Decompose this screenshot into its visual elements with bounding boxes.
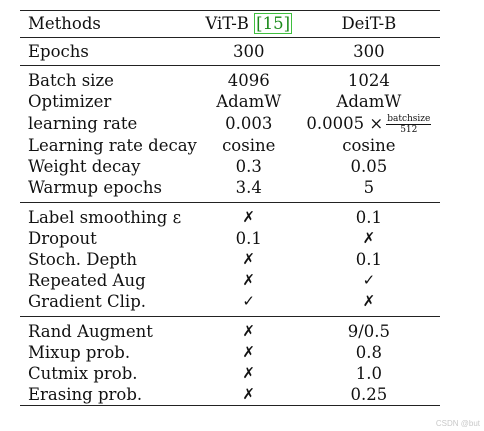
- deit-value: 0.1: [355, 250, 382, 269]
- lr-denominator: 512: [400, 124, 418, 135]
- vit-value: ✗: [242, 343, 255, 361]
- table-row: Stoch. Depth ✗ 0.1: [20, 249, 440, 270]
- deit-value: 0.25: [350, 385, 388, 404]
- hyperparameter-table: Methods ViT-B [15] DeiT-B Epochs 300 300…: [20, 10, 440, 406]
- deit-value: 1024: [347, 71, 390, 90]
- table-row: Rand Augment ✗ 9/0.5: [20, 321, 440, 342]
- table-row: learning rate 0.003 0.0005 × batchsize 512: [20, 112, 440, 135]
- table-row: Batch size 4096 1024: [20, 70, 440, 91]
- table-row: Repeated Aug ✗ ✓: [20, 270, 440, 291]
- section-rule: [20, 65, 440, 66]
- row-label: Epochs: [28, 42, 89, 61]
- vit-value: cosine: [222, 136, 276, 155]
- deit-value: 0.8: [355, 343, 382, 362]
- row-label: Warmup epochs: [28, 178, 162, 197]
- vit-value: 4096: [227, 71, 270, 90]
- deit-value: 0.0005 × batchsize 512: [298, 113, 440, 135]
- header-row: Methods ViT-B [15] DeiT-B: [20, 11, 440, 37]
- header-deit: DeiT-B: [341, 14, 397, 33]
- vit-value: ✗: [242, 385, 255, 403]
- deit-value: 0.1: [355, 208, 382, 227]
- row-label: learning rate: [28, 114, 138, 133]
- lr-fraction: batchsize 512: [386, 113, 432, 135]
- lr-numerator: batchsize: [386, 113, 432, 125]
- header-rule: [20, 37, 440, 38]
- vit-value: 0.3: [235, 157, 262, 176]
- row-label: Learning rate decay: [28, 136, 197, 155]
- row-label: Optimizer: [28, 92, 112, 111]
- vit-value: ✗: [242, 271, 255, 289]
- deit-value: AdamW: [336, 92, 402, 111]
- deit-value: 5: [363, 178, 375, 197]
- row-label: Stoch. Depth: [28, 250, 138, 269]
- table-row: Optimizer AdamW AdamW: [20, 91, 440, 112]
- vit-value: ✗: [242, 322, 255, 340]
- epochs-row: Epochs 300 300: [20, 38, 440, 65]
- table-row: Cutmix prob. ✗ 1.0: [20, 363, 440, 384]
- table-row: Warmup epochs 3.4 5: [20, 177, 440, 198]
- deit-value: 0.05: [350, 157, 388, 176]
- row-label: Mixup prob.: [28, 343, 131, 362]
- deit-value: ✗: [362, 292, 376, 310]
- deit-value: ✗: [362, 229, 376, 247]
- deit-value: 1.0: [355, 364, 382, 383]
- row-label: Repeated Aug: [28, 271, 146, 290]
- row-label: Rand Augment: [28, 322, 153, 341]
- vit-value: 3.4: [235, 178, 262, 197]
- deit-value: 9/0.5: [347, 322, 391, 341]
- deit-value: ✓: [362, 271, 376, 289]
- row-label: Label smoothing ε: [28, 208, 182, 227]
- table-row: Mixup prob. ✗ 0.8: [20, 342, 440, 363]
- watermark: CSDN @but: [435, 419, 480, 428]
- row-label: Batch size: [28, 71, 114, 90]
- header-methods: Methods: [28, 14, 101, 33]
- lr-prefix: 0.0005 ×: [306, 113, 384, 133]
- section-rule: [20, 202, 440, 203]
- table-row: Weight decay 0.3 0.05: [20, 156, 440, 177]
- vit-value: ✗: [242, 208, 255, 226]
- table-row: Learning rate decay cosine cosine: [20, 135, 440, 156]
- table-row: Gradient Clip. ✓ ✗: [20, 291, 440, 312]
- row-label: Gradient Clip.: [28, 292, 146, 311]
- table-row: Erasing prob. ✗ 0.25: [20, 384, 440, 405]
- vit-value: 0.003: [225, 114, 273, 133]
- vit-value: ✓: [242, 292, 255, 310]
- vit-value: ✗: [242, 364, 255, 382]
- row-label: Cutmix prob.: [28, 364, 138, 383]
- vit-value: 0.1: [235, 229, 262, 248]
- bottom-rule: [20, 405, 440, 406]
- table-row: Dropout 0.1 ✗: [20, 228, 440, 249]
- row-label: Dropout: [28, 229, 97, 248]
- top-rule: [20, 10, 440, 11]
- row-label: Weight decay: [28, 157, 141, 176]
- vit-value: AdamW: [216, 92, 282, 111]
- deit-value: 300: [353, 42, 385, 61]
- vit-value: 300: [232, 42, 265, 61]
- header-vit: ViT-B [15]: [200, 11, 298, 37]
- deit-value: cosine: [342, 136, 396, 155]
- row-label: Erasing prob.: [28, 385, 143, 404]
- header-vit-name: ViT-B: [205, 14, 249, 33]
- vit-value: ✗: [242, 250, 255, 268]
- table-row: Label smoothing ε ✗ 0.1: [20, 207, 440, 228]
- section-rule: [20, 316, 440, 317]
- citation-link[interactable]: [15]: [254, 13, 293, 34]
